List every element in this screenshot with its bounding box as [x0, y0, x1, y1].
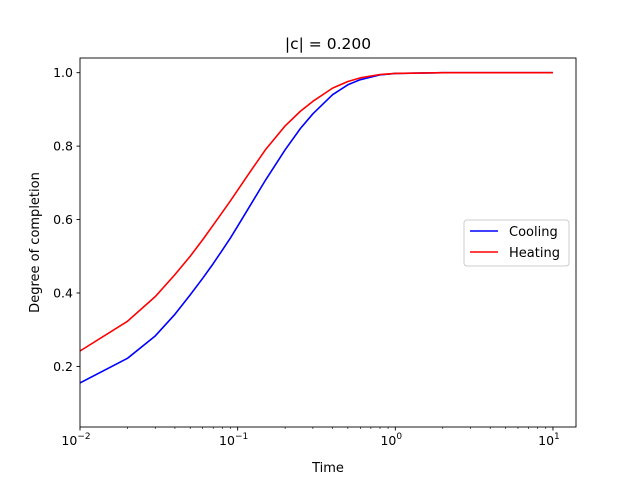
y-tick-label: 0.8	[53, 139, 73, 154]
y-tick-label: 1.0	[53, 65, 73, 80]
legend: Cooling Heating	[463, 219, 570, 267]
x-tick-label: 10−2	[61, 432, 90, 448]
y-axis-label: Degree of completion	[28, 172, 43, 313]
y-tick-label: 0.6	[53, 212, 73, 227]
y-axis-ticks: 0.2 0.4 0.6 0.8 1.0	[53, 65, 80, 374]
series-line-heating	[79, 71, 553, 352]
legend-label-heating: Heating	[509, 246, 560, 261]
x-tick-label: 100	[380, 432, 402, 448]
x-tick-label: 10−1	[219, 432, 248, 448]
series-layer	[79, 71, 553, 384]
y-tick-label: 0.2	[53, 359, 73, 374]
plot-area-frame	[79, 57, 577, 428]
legend-label-cooling: Cooling	[509, 225, 558, 240]
chart-title: |c| = 0.200	[285, 35, 371, 53]
x-tick-label: 101	[538, 432, 560, 448]
x-axis-ticks: 10−2 10−1 100 101	[61, 427, 560, 448]
y-tick-label: 0.4	[53, 285, 73, 300]
x-axis-label: Time	[311, 461, 344, 476]
